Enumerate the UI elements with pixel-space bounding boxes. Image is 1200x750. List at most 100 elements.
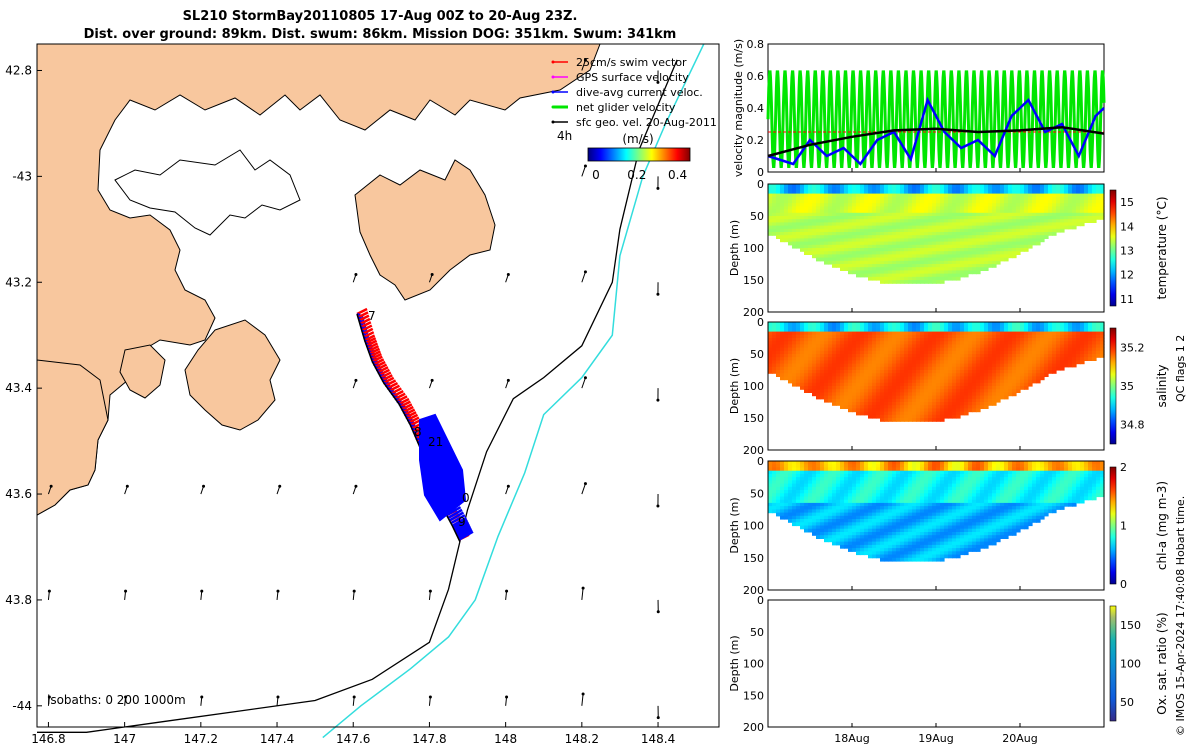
salinity-cell: [932, 405, 937, 409]
salinity-cell: [952, 325, 957, 329]
temperature-cell: [860, 184, 865, 188]
salinity-cell: [916, 376, 921, 381]
chl-a-cell: [852, 548, 857, 552]
chl-a-cell: [788, 519, 793, 523]
salinity-cell: [912, 322, 917, 326]
salinity-cell: [844, 392, 849, 397]
swim-vector: [385, 379, 397, 387]
salinity-cell: [1096, 338, 1101, 342]
temperature-cell: [912, 193, 917, 198]
temperature-cell: [856, 209, 861, 214]
temperature-cell: [960, 203, 965, 207]
salinity-cell: [864, 376, 869, 381]
temperature-cell: [952, 206, 957, 211]
temperature-cell: [1052, 228, 1057, 233]
salinity-cell: [1064, 338, 1069, 342]
temperature-cell: [912, 219, 917, 223]
temperature-cell: [868, 184, 873, 188]
chl-a-cell: [780, 515, 785, 520]
salinity-cell: [1068, 338, 1073, 342]
salinity-cell: [1056, 322, 1061, 326]
temperature-cell: [1016, 228, 1021, 233]
temperature-cell: [952, 216, 957, 220]
salinity-cell: [892, 328, 897, 333]
salinity-cell: [888, 347, 893, 352]
salinity-cell: [980, 373, 985, 377]
salinity-cell: [908, 363, 913, 368]
swim-vector: [366, 342, 379, 350]
day-label: 0: [462, 491, 470, 505]
chl-a-cell: [844, 522, 849, 527]
salinity-cell: [844, 366, 849, 371]
salinity-cell: [896, 334, 901, 339]
salinity-cell: [988, 357, 993, 361]
salinity-cell: [1004, 386, 1009, 390]
salinity-cell: [980, 344, 985, 349]
temperature-cell: [924, 196, 929, 201]
temperature-cell: [892, 225, 897, 230]
temperature-cell: [904, 200, 909, 204]
temperature-cell: [888, 270, 893, 275]
temperature-cell: [880, 280, 885, 284]
salinity-cell: [844, 347, 849, 352]
temperature-cell: [1032, 222, 1037, 227]
salinity-cell: [1040, 370, 1045, 374]
temperature-cell: [768, 203, 773, 207]
temperature-cell: [940, 238, 945, 243]
chl-a-cell: [856, 499, 861, 504]
salinity-cell: [856, 389, 861, 393]
temperature-cell: [1036, 184, 1041, 188]
salinity-cell: [988, 382, 993, 387]
temperature-cell: [836, 248, 841, 252]
chl-a-cell: [852, 473, 857, 478]
salinity-cell: [832, 334, 837, 339]
temperature-cell: [960, 184, 965, 188]
salinity-cell: [876, 344, 881, 349]
salinity-cell: [904, 363, 909, 368]
temperature-cell: [976, 196, 981, 201]
salinity-cell: [936, 366, 941, 371]
temperature-cell: [852, 257, 857, 262]
salinity-cell: [1008, 347, 1013, 352]
salinity-cell: [924, 405, 929, 409]
temperature-cell: [888, 260, 893, 265]
salinity-cell: [1000, 382, 1005, 387]
salinity-cell: [804, 322, 809, 326]
salinity-cell: [944, 338, 949, 342]
chl-a-cell: [820, 515, 825, 520]
temperature-cell: [896, 228, 901, 233]
temperature-cell: [960, 225, 965, 230]
salinity-cell: [928, 414, 933, 419]
temperature-cell: [964, 238, 969, 243]
temperature-cell: [968, 228, 973, 233]
temperature-cell: [856, 219, 861, 223]
salinity-cell: [768, 334, 773, 339]
swim-vector: [402, 405, 414, 414]
temperature-cell: [908, 209, 913, 214]
salinity-cell: [992, 360, 997, 365]
salinity-cell: [940, 389, 945, 393]
temperature-cell: [908, 219, 913, 223]
temperature-cell: [1028, 232, 1033, 236]
chl-a-cell: [856, 506, 861, 510]
temperature-cell: [924, 187, 929, 191]
temperature-cell: [1060, 190, 1065, 195]
salinity-cell: [996, 363, 1001, 368]
temperature-cell: [860, 203, 865, 207]
temperature-cell: [868, 254, 873, 259]
salinity-cell: [1000, 338, 1005, 342]
chl-a-cell: [784, 473, 789, 478]
temperature-cell: [876, 219, 881, 223]
salinity-cell: [952, 395, 957, 400]
salinity-cell: [772, 328, 777, 333]
chl-a-cell: [768, 486, 773, 491]
salinity-cell: [916, 411, 921, 416]
temperature-cell: [856, 212, 861, 217]
salinity-cell: [888, 408, 893, 413]
temperature-cell: [980, 193, 985, 198]
salinity-cell: [844, 350, 849, 355]
salinity-cell: [804, 334, 809, 339]
temperature-cell: [892, 196, 897, 201]
temperature-cell: [884, 267, 889, 271]
salinity-cell: [860, 402, 865, 406]
